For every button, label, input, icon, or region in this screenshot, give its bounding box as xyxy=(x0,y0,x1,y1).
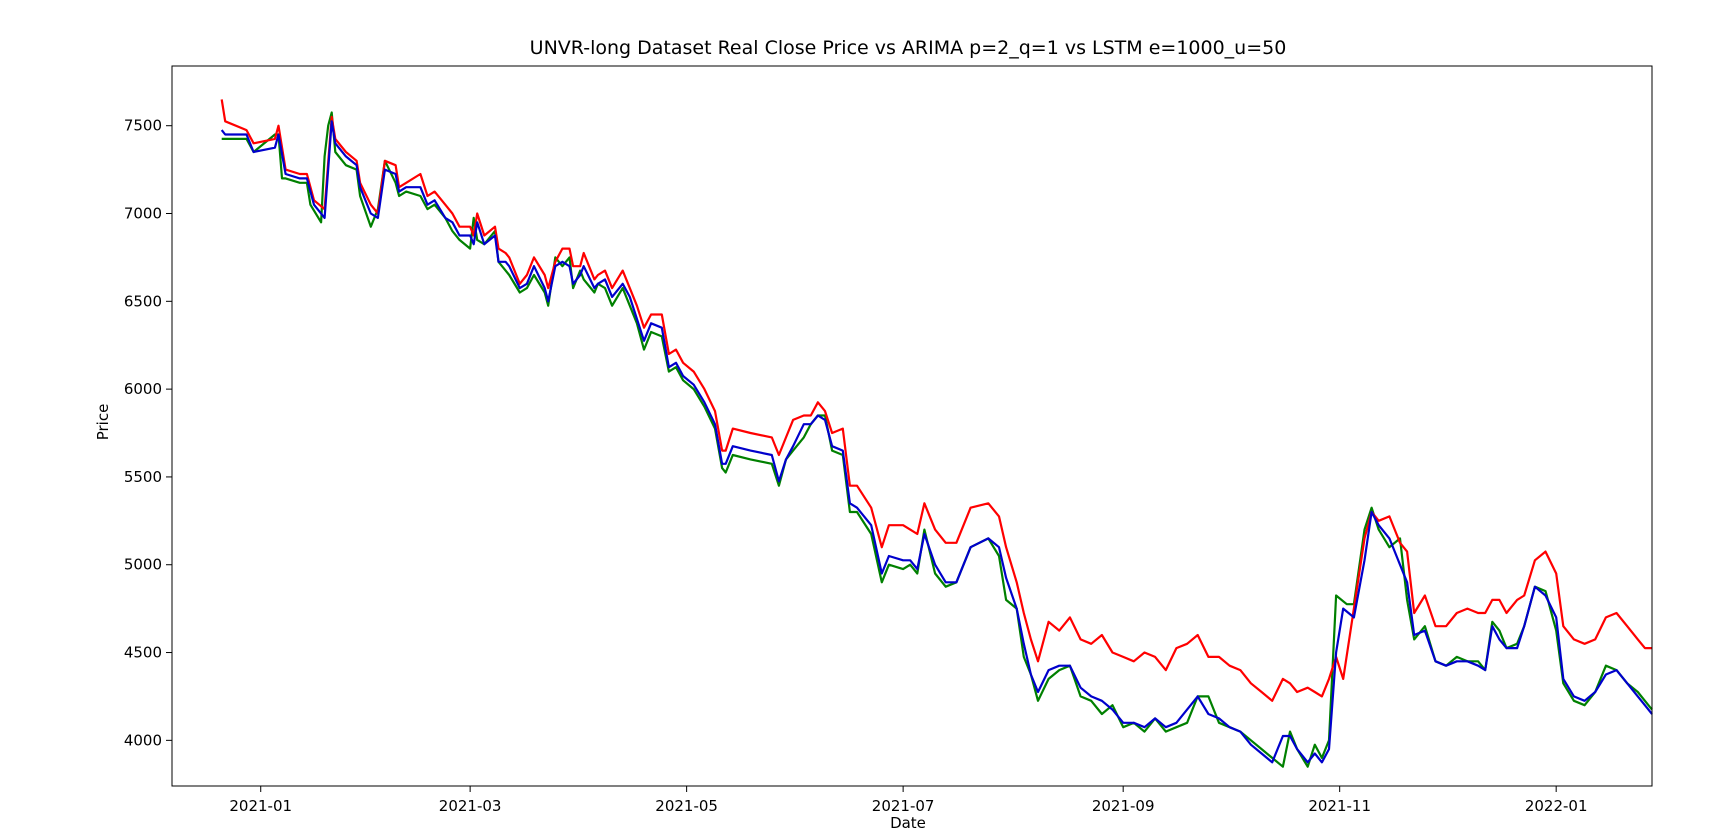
plot-frame xyxy=(171,65,1653,787)
x-tick-label: 2021-01 xyxy=(229,797,292,815)
series-line-1 xyxy=(221,111,1653,768)
x-tick-label: 2021-05 xyxy=(655,797,718,815)
y-tick-label: 5500 xyxy=(124,468,162,486)
y-tick-label: 4000 xyxy=(124,731,162,749)
x-tick-label: 2022-01 xyxy=(1525,797,1588,815)
plot-area: 4000 4500 5000 5500 6000 6500 7000 7500 2021-01 2… xyxy=(124,65,1653,815)
x-tick-label: 2021-11 xyxy=(1308,797,1371,815)
x-tick-label: 2021-03 xyxy=(439,797,502,815)
chart-title: UNVR-long Dataset Real Close Price vs AR… xyxy=(530,37,1287,59)
y-tick-label: 6500 xyxy=(124,292,162,310)
x-tick-label: 2021-09 xyxy=(1092,797,1155,815)
y-axis-label: Price xyxy=(94,404,112,441)
y-tick-label: 4500 xyxy=(124,644,162,662)
y-tick-label: 5000 xyxy=(124,556,162,574)
y-tick-label: 7000 xyxy=(124,205,162,223)
series-line-2 xyxy=(220,99,1652,702)
series-line-3 xyxy=(220,120,1653,764)
x-axis-label: Date xyxy=(890,814,926,832)
x-tick-label: 2021-07 xyxy=(872,797,935,815)
y-tick-label: 7500 xyxy=(124,117,162,135)
y-tick-label: 6000 xyxy=(124,380,162,398)
